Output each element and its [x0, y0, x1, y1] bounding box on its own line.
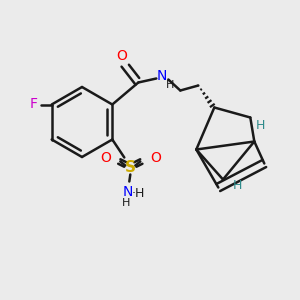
Text: H: H	[256, 119, 265, 132]
Text: O: O	[150, 152, 161, 166]
Text: O: O	[116, 49, 127, 62]
Text: S: S	[125, 160, 136, 175]
Text: N: N	[157, 70, 167, 83]
Text: F: F	[30, 98, 38, 112]
Text: H: H	[232, 179, 242, 192]
Text: O: O	[100, 152, 111, 166]
Text: H: H	[166, 80, 175, 89]
Text: N: N	[123, 184, 134, 199]
Text: ·H: ·H	[132, 187, 145, 200]
Text: H: H	[122, 199, 130, 208]
